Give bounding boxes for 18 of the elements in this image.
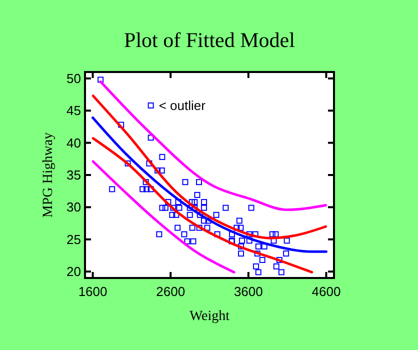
x-tick-label: 3600 (234, 284, 263, 299)
y-tick-label: 20 (66, 264, 81, 280)
x-tick-label: 2600 (156, 284, 186, 299)
y-tick-label: 35 (66, 168, 81, 182)
line-series (92, 116, 328, 253)
annotation: < outlier (158, 98, 206, 113)
chart-title: Plot of Fitted Model (124, 28, 296, 52)
y-tick-label: 25 (66, 232, 81, 247)
y-tick-label: 30 (66, 200, 81, 215)
y-tick-label: 40 (66, 135, 81, 150)
x-tick-label: 1600 (78, 284, 108, 299)
line-series (92, 160, 236, 274)
line-series (92, 137, 314, 274)
x-axis-title: Weight (189, 309, 230, 324)
y-tick-label: 50 (66, 70, 81, 86)
y-tick-label: 45 (66, 103, 81, 118)
x-tick-label: 4600 (312, 284, 341, 299)
y-axis-title: MPG Highway (41, 132, 56, 218)
